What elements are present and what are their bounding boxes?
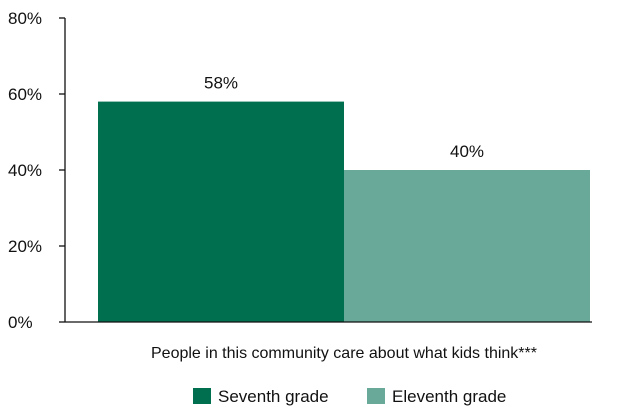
y-tick-label: 40% bbox=[8, 161, 42, 180]
bar-seventh-grade bbox=[98, 101, 344, 322]
legend: Seventh grade Eleventh grade bbox=[193, 387, 506, 406]
y-tick-label: 80% bbox=[8, 9, 42, 28]
data-label: 58% bbox=[204, 74, 238, 93]
data-label: 40% bbox=[450, 142, 484, 161]
y-tick-label: 20% bbox=[8, 237, 42, 256]
x-category-label: People in this community care about what… bbox=[151, 345, 537, 362]
y-tick-label: 0% bbox=[8, 313, 33, 332]
x-axis: People in this community care about what… bbox=[65, 321, 592, 362]
bars bbox=[98, 101, 590, 322]
legend-swatch bbox=[193, 388, 211, 404]
legend-label: Seventh grade bbox=[218, 387, 329, 406]
bar-eleventh-grade bbox=[344, 170, 590, 322]
legend-label: Eleventh grade bbox=[392, 387, 506, 406]
legend-swatch bbox=[367, 388, 385, 404]
y-axis: 0% 20% 40% 60% 80% bbox=[8, 9, 66, 332]
y-tick-label: 60% bbox=[8, 85, 42, 104]
data-labels: 58% 40% bbox=[204, 74, 484, 161]
